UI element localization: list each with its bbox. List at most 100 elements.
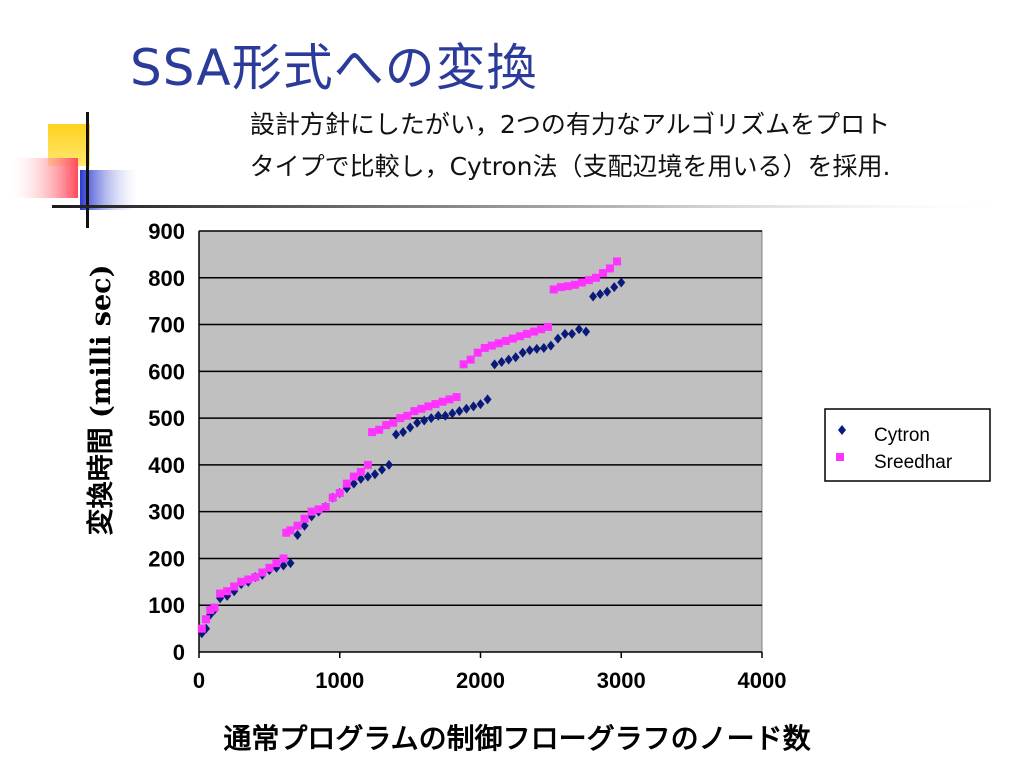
y-tick-800: 800 <box>148 266 185 291</box>
sreedhar-point-27 <box>368 428 377 437</box>
cytron-point-48 <box>525 345 534 356</box>
x-tick-0: 0 <box>193 668 205 693</box>
sreedhar-point-12 <box>272 559 281 568</box>
sreedhar-point-20 <box>321 502 330 511</box>
sreedhar-point-40 <box>459 360 468 369</box>
sreedhar-point-0 <box>197 624 206 633</box>
sreedhar-point-30 <box>389 418 398 427</box>
sreedhar-point-17 <box>300 514 309 523</box>
sreedhar-point-18 <box>307 507 316 516</box>
cytron-point-25 <box>363 471 372 482</box>
subtitle-line-1: 設計方針にしたがい，2つの有力なアルゴリズムをプロト <box>249 110 891 139</box>
x-tick-4000: 4000 <box>738 668 787 693</box>
sreedhar-point-48 <box>515 332 524 341</box>
cytron-point-50 <box>539 342 548 353</box>
sreedhar-point-43 <box>480 343 489 352</box>
cytron-point-26 <box>370 469 379 480</box>
cytron-point-41 <box>476 399 485 410</box>
cytron-point-28 <box>385 459 394 470</box>
cytron-point-49 <box>532 343 541 354</box>
cytron-point-40 <box>469 401 478 412</box>
sreedhar-point-3 <box>210 603 219 612</box>
sreedhar-point-52 <box>544 322 553 331</box>
sreedhar-point-13 <box>279 554 288 563</box>
cytron-point-35 <box>434 410 443 421</box>
cytron-point-30 <box>399 427 408 438</box>
cytron-point-53 <box>560 328 569 339</box>
sreedhar-point-50 <box>529 327 538 336</box>
sreedhar-point-59 <box>591 273 600 282</box>
cytron-point-16 <box>300 520 309 531</box>
x-axis-title: 通常プログラムの制御フローグラフのノード数 <box>223 722 811 755</box>
cytron-point-38 <box>455 406 464 417</box>
cytron-point-33 <box>420 415 429 426</box>
sreedhar-point-9 <box>251 573 260 582</box>
sreedhar-point-56 <box>570 280 579 289</box>
sreedhar-point-51 <box>537 325 546 334</box>
sreedhar-point-23 <box>342 479 351 488</box>
y-tick-500: 500 <box>148 406 185 431</box>
legend: Cytron Sreedhar <box>824 408 991 482</box>
slide-subtitle: 設計方針にしたがい，2つの有力なアルゴリズムをプロト タイプで比較し，Cytro… <box>120 104 1020 188</box>
cytron-point-39 <box>462 403 471 414</box>
series-sreedhar <box>197 257 622 633</box>
legend-sreedhar-label: Sreedhar <box>874 452 953 473</box>
cytron-point-52 <box>553 333 562 344</box>
cytron-point-31 <box>406 422 415 433</box>
x-tick-labels: 0 1000 2000 3000 4000 <box>193 668 787 693</box>
sreedhar-point-4 <box>216 589 225 598</box>
sreedhar-point-55 <box>563 282 572 291</box>
cytron-point-27 <box>377 464 386 475</box>
sreedhar-point-46 <box>501 336 510 345</box>
y-tick-0: 0 <box>173 640 185 665</box>
y-tick-200: 200 <box>148 546 185 571</box>
cytron-point-15 <box>293 530 302 541</box>
sreedhar-point-15 <box>286 526 295 535</box>
sreedhar-point-57 <box>577 278 586 287</box>
sreedhar-point-14 <box>282 528 291 537</box>
sreedhar-point-29 <box>382 421 391 430</box>
axes <box>198 231 763 658</box>
cytron-point-51 <box>546 340 555 351</box>
sreedhar-point-42 <box>473 348 482 357</box>
cytron-point-57 <box>589 291 598 302</box>
y-tick-400: 400 <box>148 453 185 478</box>
legend-box <box>824 408 991 482</box>
cytron-point-29 <box>392 429 401 440</box>
cytron-point-54 <box>567 328 576 339</box>
sreedhar-point-19 <box>314 505 323 514</box>
sreedhar-point-22 <box>335 488 344 497</box>
sreedhar-point-34 <box>417 404 426 413</box>
sreedhar-point-26 <box>363 460 372 469</box>
cytron-point-56 <box>582 326 591 337</box>
sreedhar-point-53 <box>549 285 558 294</box>
sreedhar-point-38 <box>445 395 454 404</box>
cytron-point-24 <box>356 473 365 484</box>
y-tick-100: 100 <box>148 593 185 618</box>
cytron-point-13 <box>279 560 288 571</box>
plot-area <box>198 230 763 653</box>
sreedhar-point-39 <box>452 393 461 402</box>
sreedhar-point-61 <box>605 264 614 273</box>
cytron-point-14 <box>286 558 295 569</box>
sreedhar-point-41 <box>466 355 475 364</box>
sreedhar-point-47 <box>508 334 517 343</box>
sreedhar-point-28 <box>375 425 384 434</box>
cytron-point-34 <box>427 413 436 424</box>
sreedhar-point-60 <box>598 269 607 278</box>
sreedhar-point-10 <box>258 568 267 577</box>
y-tick-600: 600 <box>148 359 185 384</box>
sreedhar-point-21 <box>328 493 337 502</box>
cytron-point-59 <box>603 286 612 297</box>
x-tick-1000: 1000 <box>315 668 364 693</box>
cytron-point-46 <box>511 352 520 363</box>
cytron-point-36 <box>441 410 450 421</box>
cytron-point-61 <box>617 277 626 288</box>
sreedhar-point-1 <box>202 615 211 624</box>
y-tick-300: 300 <box>148 500 185 525</box>
cytron-point-47 <box>518 347 527 358</box>
sreedhar-point-45 <box>494 339 503 348</box>
sreedhar-point-2 <box>206 605 215 614</box>
sreedhar-point-36 <box>431 400 440 409</box>
